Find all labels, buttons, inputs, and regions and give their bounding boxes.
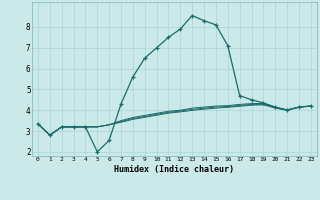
X-axis label: Humidex (Indice chaleur): Humidex (Indice chaleur) — [115, 165, 234, 174]
